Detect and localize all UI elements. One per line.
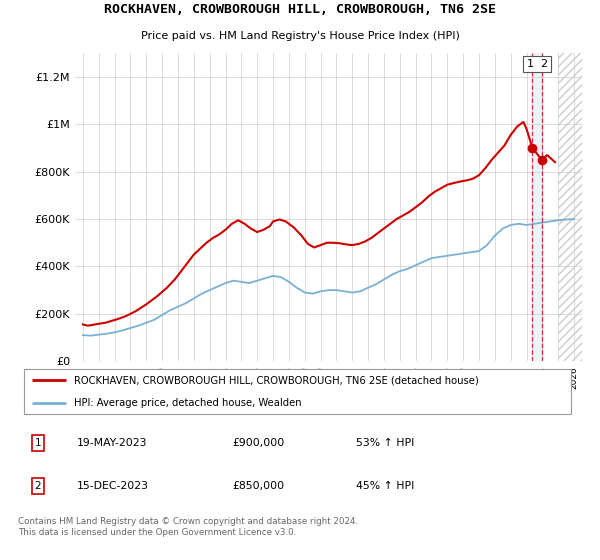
Text: £850,000: £850,000 [232, 480, 284, 491]
Text: 15-DEC-2023: 15-DEC-2023 [77, 480, 149, 491]
Text: ROCKHAVEN, CROWBOROUGH HILL, CROWBOROUGH, TN6 2SE: ROCKHAVEN, CROWBOROUGH HILL, CROWBOROUGH… [104, 3, 496, 16]
Text: £900,000: £900,000 [232, 438, 284, 448]
Text: 1: 1 [34, 438, 41, 448]
Text: Price paid vs. HM Land Registry's House Price Index (HPI): Price paid vs. HM Land Registry's House … [140, 31, 460, 41]
Text: 53% ↑ HPI: 53% ↑ HPI [356, 438, 415, 448]
Text: 2: 2 [34, 480, 41, 491]
Text: 19-MAY-2023: 19-MAY-2023 [77, 438, 148, 448]
Bar [532, 53, 542, 361]
FancyBboxPatch shape [23, 369, 571, 414]
Text: 45% ↑ HPI: 45% ↑ HPI [356, 480, 415, 491]
Text: HPI: Average price, detached house, Wealden: HPI: Average price, detached house, Weal… [74, 398, 302, 408]
Text: ROCKHAVEN, CROWBOROUGH HILL, CROWBOROUGH, TN6 2SE (detached house): ROCKHAVEN, CROWBOROUGH HILL, CROWBOROUGH… [74, 375, 479, 385]
Text: 1  2: 1 2 [527, 59, 548, 69]
Text: Contains HM Land Registry data © Crown copyright and database right 2024.
This d: Contains HM Land Registry data © Crown c… [18, 517, 358, 537]
